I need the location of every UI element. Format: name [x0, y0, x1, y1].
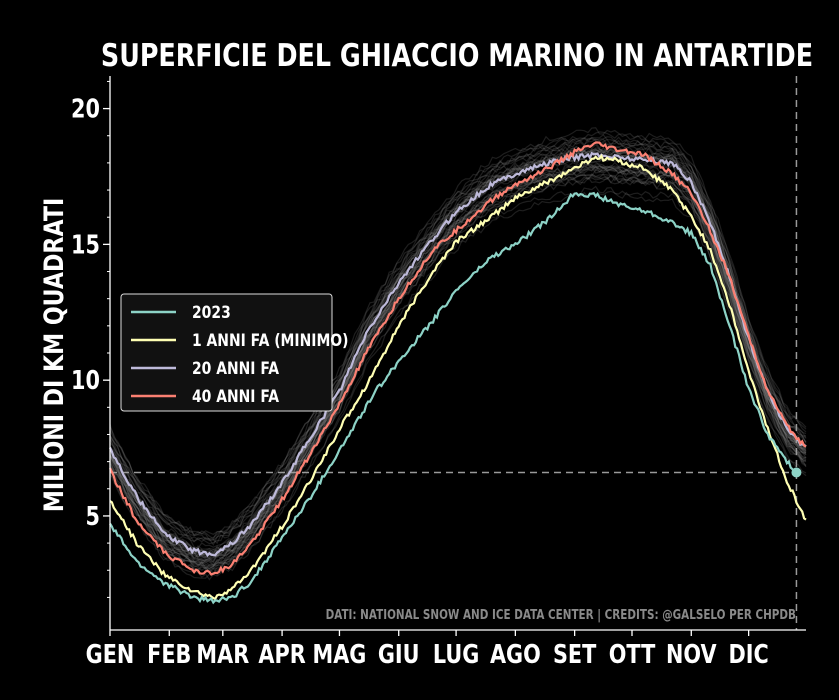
history-year-line	[109, 156, 807, 564]
series-line-2	[108, 151, 807, 558]
history-year-line	[109, 127, 807, 535]
y-tick-label: 20	[71, 93, 100, 124]
history-year-line	[109, 165, 807, 559]
series-line-1	[109, 153, 807, 601]
x-tick-label: LUG	[433, 639, 479, 670]
y-axis-label: MILIONI DI KM QUADRATI	[38, 198, 70, 512]
history-year-line	[109, 143, 807, 562]
history-year-line	[109, 137, 807, 556]
credits-note: DATI: NATIONAL SNOW AND ICE DATA CENTER …	[326, 607, 796, 624]
legend-label: 2023	[192, 303, 231, 323]
x-tick-label: MAG	[313, 639, 367, 670]
history-year-line	[109, 174, 807, 573]
x-tick-label: APR	[258, 639, 305, 670]
legend-frame	[120, 293, 333, 412]
history-year-line	[109, 148, 807, 558]
history-year-line	[109, 151, 807, 567]
x-tick-label: AGO	[490, 639, 541, 670]
history-year-line	[109, 148, 807, 546]
y-tick-label: 15	[71, 229, 100, 260]
x-tick-label: DIC	[729, 639, 769, 670]
x-tick-label: NOV	[666, 639, 717, 670]
y-tick-label: 5	[86, 501, 100, 532]
history-year-line	[109, 136, 807, 540]
history-year-line	[109, 147, 807, 545]
legend-label: 1 ANNI FA (MINIMO)	[192, 331, 349, 351]
history-year-line	[109, 141, 807, 549]
x-tick-label: GEN	[86, 639, 135, 670]
x-tick-label: FEB	[147, 639, 191, 670]
reference-lines	[110, 76, 806, 630]
history-year-line	[109, 190, 807, 579]
history-year-line	[109, 131, 807, 540]
series-lines	[108, 141, 807, 605]
history-year-line	[109, 176, 807, 570]
legend: 2023 1 ANNI FA (MINIMO) 20 ANNI FA 40 ANNI …	[120, 293, 349, 412]
axes: 5 10 15 20 GEN FEB MAR APR MAG GIU LUG AGO SET OTT NOV…	[71, 76, 806, 670]
history-year-line	[109, 133, 807, 554]
series-line-0	[109, 191, 798, 605]
history-year-line	[109, 176, 807, 570]
y-tick-label: 10	[71, 365, 100, 396]
chart-title: SUPERFICIE DEL GHIACCIO MARINO IN ANTART…	[101, 38, 813, 74]
x-tick-label: OTT	[609, 639, 656, 670]
legend-label: 20 ANNI FA	[192, 359, 279, 379]
history-year-line	[109, 138, 807, 545]
x-tick-label: SET	[553, 639, 596, 670]
history-year-line	[109, 149, 807, 570]
legend-label: 40 ANNI FA	[192, 387, 279, 407]
series-line-3	[109, 141, 807, 576]
series-endpoint-marker	[791, 467, 802, 478]
x-tick-label: MAR	[196, 639, 249, 670]
x-tick-label: GIU	[378, 639, 420, 670]
